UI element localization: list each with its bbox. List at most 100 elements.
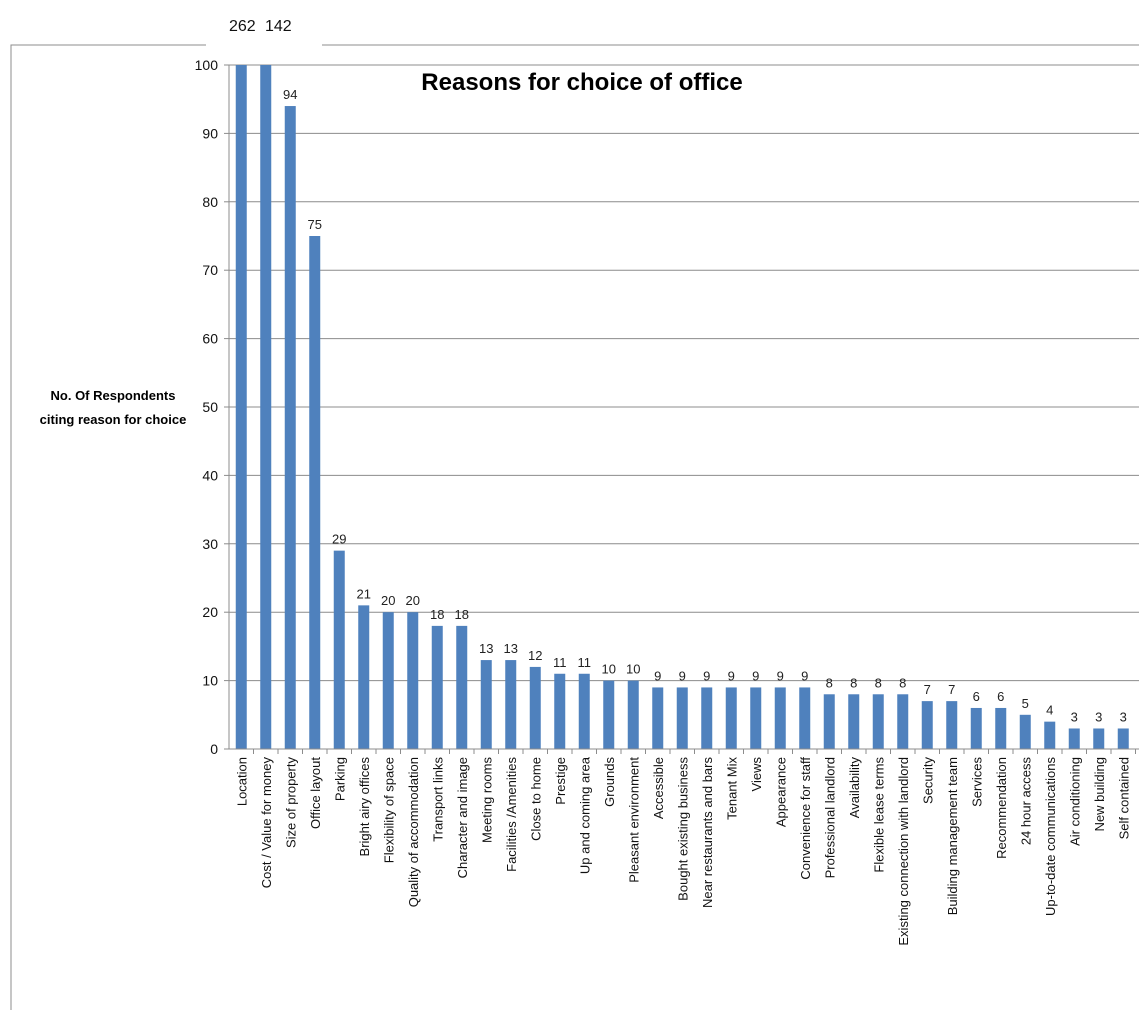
bar-professional-landlord <box>823 694 835 749</box>
bar-views <box>750 687 762 749</box>
category-label-air-conditioning: Air conditioning <box>1067 757 1082 846</box>
category-label-prestige: Prestige <box>553 757 568 805</box>
category-label-parking: Parking <box>332 757 347 801</box>
data-label-up-to-date-communications: 4 <box>1046 703 1053 718</box>
bar-near-restaurants-and-bars <box>701 687 713 749</box>
category-label-convenience-for-staff: Convenience for staff <box>798 757 813 880</box>
data-label-transport-links: 18 <box>430 607 444 622</box>
data-label-grounds: 10 <box>602 662 616 677</box>
category-label-availability: Availability <box>847 757 862 819</box>
chart-title: Reasons for choice of office <box>421 69 742 96</box>
bar-grounds <box>603 680 615 749</box>
bars <box>235 65 1129 750</box>
y-tick-label-40: 40 <box>202 467 218 483</box>
data-label-character-and-image: 18 <box>455 607 469 622</box>
bar-transport-links <box>431 625 443 749</box>
data-label-availability: 8 <box>850 675 857 690</box>
data-label-appearance: 9 <box>777 668 784 683</box>
data-label-flexible-lease-terms: 8 <box>875 675 882 690</box>
category-label-office-layout: Office layout <box>308 757 323 829</box>
bar-availability <box>848 694 860 749</box>
bar-cost-value-for-money <box>260 65 272 749</box>
data-label-close-to-home: 12 <box>528 648 542 663</box>
overflow-label-box <box>206 40 322 52</box>
category-label-character-and-image: Character and image <box>455 757 470 878</box>
bar-self-contained <box>1117 728 1129 749</box>
data-label-convenience-for-staff: 9 <box>801 668 808 683</box>
bar-prestige <box>554 673 566 749</box>
data-label-recommendation: 6 <box>997 689 1004 704</box>
category-label-24-hour-access: 24 hour access <box>1018 757 1033 846</box>
y-tick-label-0: 0 <box>210 741 218 757</box>
category-label-cost-value-for-money: Cost / Value for money <box>259 757 274 889</box>
category-label-professional-landlord: Professional landlord <box>822 757 837 878</box>
bar-parking <box>333 550 345 749</box>
category-label-up-to-date-communications: Up-to-date communications <box>1043 757 1058 916</box>
y-tick-label-60: 60 <box>202 331 218 347</box>
data-label-existing-connection-with-landlord: 8 <box>899 675 906 690</box>
y-tick-label-10: 10 <box>202 673 218 689</box>
data-label-up-and-coming-area: 11 <box>578 655 592 670</box>
category-label-close-to-home: Close to home <box>528 757 543 841</box>
y-axis-title-line-1: No. Of Respondents <box>51 388 176 403</box>
bar-character-and-image <box>456 625 468 749</box>
category-label-new-building: New building <box>1092 757 1107 831</box>
bar-existing-connection-with-landlord <box>897 694 909 749</box>
data-label-24-hour-access: 5 <box>1022 696 1029 711</box>
bar-meeting-rooms <box>480 660 492 749</box>
bar-flexibility-of-space <box>382 612 394 749</box>
bar-tenant-mix <box>725 687 737 749</box>
category-label-building-management-team: Building management team <box>945 757 960 915</box>
data-label-office-layout: 75 <box>308 217 322 232</box>
y-tick-label-90: 90 <box>202 125 218 141</box>
y-tick-label-50: 50 <box>202 399 218 415</box>
category-label-appearance: Appearance <box>773 757 788 827</box>
y-tick-label-100: 100 <box>195 57 219 73</box>
overflow-label-cost: 142 <box>265 18 292 35</box>
bar-flexible-lease-terms <box>872 694 884 749</box>
bar-size-of-property <box>284 106 296 750</box>
data-label-new-building: 3 <box>1095 709 1102 724</box>
data-label-facilities-amenities: 13 <box>504 641 518 656</box>
bar-air-conditioning <box>1068 728 1080 749</box>
bar-services <box>970 707 982 749</box>
bar-accessible <box>652 687 664 749</box>
bar-up-to-date-communications <box>1044 721 1056 749</box>
category-label-pleasant-environment: Pleasant environment <box>626 757 641 883</box>
category-label-accessible: Accessible <box>651 757 666 819</box>
data-label-size-of-property: 94 <box>283 87 297 102</box>
x-axis: Location Cost / Value for money Size of pr… <box>229 748 1139 946</box>
bar-new-building <box>1093 728 1105 749</box>
category-label-tenant-mix: Tenant Mix <box>724 757 739 820</box>
data-label-flexibility-of-space: 20 <box>381 593 395 608</box>
data-label-near-restaurants-and-bars: 9 <box>703 668 710 683</box>
data-label-accessible: 9 <box>654 668 661 683</box>
category-label-bright-airy-offices: Bright airy offices <box>357 757 372 857</box>
bar-bright-airy-offices <box>358 605 370 749</box>
bar-security <box>921 701 933 749</box>
category-label-up-and-coming-area: Up and coming area <box>577 756 592 874</box>
bar-appearance <box>774 687 786 749</box>
data-label-views: 9 <box>752 668 759 683</box>
category-label-size-of-property: Size of property <box>283 757 298 849</box>
category-label-bought-existing-business: Bought existing business <box>675 757 690 901</box>
data-label-prestige: 11 <box>553 655 567 670</box>
category-label-grounds: Grounds <box>602 757 617 807</box>
data-label-professional-landlord: 8 <box>826 675 833 690</box>
data-label-self-contained: 3 <box>1120 709 1127 724</box>
data-label-pleasant-environment: 10 <box>626 662 640 677</box>
bar-bought-existing-business <box>676 687 688 749</box>
category-label-services: Services <box>969 757 984 807</box>
category-label-recommendation: Recommendation <box>994 757 1009 859</box>
y-axis-title-line-2: citing reason for choice <box>40 412 187 427</box>
category-label-meeting-rooms: Meeting rooms <box>479 757 494 843</box>
y-tick-label-80: 80 <box>202 194 218 210</box>
bar-location <box>235 65 247 749</box>
bar-pleasant-environment <box>627 680 639 749</box>
bar-building-management-team <box>946 701 958 749</box>
data-label-security: 7 <box>924 682 931 697</box>
y-axis: 0 10 20 30 40 50 60 70 80 90 100 <box>195 57 230 757</box>
category-label-flexibility-of-space: Flexibility of space <box>381 757 396 863</box>
